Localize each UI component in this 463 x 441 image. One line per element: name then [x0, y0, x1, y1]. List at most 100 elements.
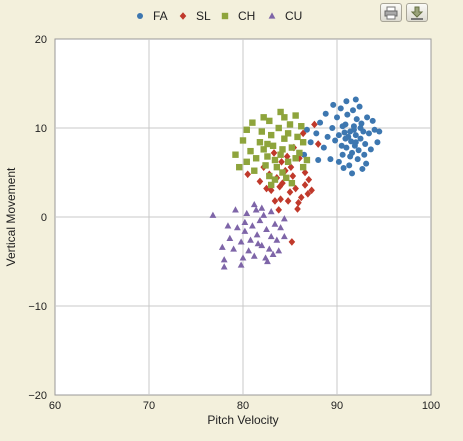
- point-cu: [243, 209, 251, 217]
- x-tick-label: 90: [331, 400, 343, 412]
- x-tick-label: 60: [49, 400, 61, 412]
- legend-marker-sl: [179, 12, 187, 20]
- point-fa: [347, 128, 354, 135]
- legend-label-ch: CH: [238, 9, 255, 23]
- point-fa: [335, 132, 342, 139]
- point-sl: [267, 186, 275, 195]
- point-fa: [324, 133, 331, 140]
- point-sl: [301, 168, 309, 177]
- y-tick-label: −20: [28, 390, 47, 402]
- x-tick-label: 70: [143, 400, 155, 412]
- point-ch: [264, 140, 271, 148]
- point-cu: [233, 224, 241, 231]
- point-ch: [260, 114, 267, 121]
- point-ch: [292, 155, 299, 162]
- y-tick-label: 20: [35, 34, 47, 46]
- point-cu: [271, 220, 279, 227]
- point-fa: [327, 156, 334, 163]
- point-fa: [348, 138, 355, 145]
- point-sl: [287, 163, 295, 171]
- point-sl: [286, 188, 294, 196]
- point-ch: [269, 142, 277, 149]
- point-fa: [307, 139, 314, 146]
- point-cu: [277, 224, 284, 231]
- point-cu: [241, 218, 249, 225]
- point-cu: [220, 263, 228, 270]
- point-cu: [239, 254, 247, 261]
- point-ch: [294, 133, 301, 141]
- point-cu: [260, 211, 268, 218]
- point-cu: [267, 232, 275, 240]
- point-sl: [244, 170, 251, 179]
- legend-marker-ch: [221, 12, 229, 20]
- point-sl: [292, 184, 299, 193]
- legend-item-fa[interactable]: FA: [137, 9, 168, 23]
- point-cu: [241, 227, 249, 234]
- point-fa: [342, 135, 349, 142]
- point-fa: [363, 160, 370, 167]
- point-ch: [243, 158, 250, 166]
- point-fa: [329, 125, 336, 131]
- legend-label-fa: FA: [153, 9, 168, 23]
- point-fa: [362, 141, 369, 148]
- point-fa: [313, 130, 320, 137]
- point-fa: [349, 107, 356, 114]
- point-cu: [209, 211, 217, 218]
- point-ch: [260, 146, 267, 153]
- point-fa: [322, 110, 329, 117]
- point-sl: [283, 152, 291, 161]
- point-ch: [275, 124, 282, 132]
- point-sl: [299, 129, 307, 138]
- point-ch: [249, 119, 256, 126]
- point-fa: [340, 165, 347, 172]
- point-sl: [311, 120, 318, 129]
- point-ch: [292, 112, 299, 119]
- export-button[interactable]: [406, 3, 428, 22]
- legend-label-sl: SL: [196, 9, 211, 23]
- point-ch: [268, 181, 275, 189]
- point-cu: [264, 257, 271, 265]
- point-fa: [343, 144, 350, 151]
- point-ch: [256, 139, 264, 146]
- point-fa: [344, 111, 351, 118]
- series-fa: [301, 96, 383, 177]
- point-fa: [317, 119, 324, 126]
- point-fa: [335, 158, 342, 165]
- point-fa: [357, 125, 364, 131]
- point-cu: [252, 206, 260, 213]
- legend[interactable]: FA SL CH CU: [137, 9, 302, 23]
- y-tick-label: 10: [35, 123, 47, 135]
- point-sl: [308, 186, 315, 195]
- point-cu: [275, 247, 283, 254]
- point-ch: [279, 169, 286, 176]
- point-sl: [275, 206, 283, 214]
- print-button[interactable]: [380, 3, 402, 22]
- legend-item-cu[interactable]: CU: [268, 9, 303, 23]
- point-ch: [284, 158, 292, 166]
- point-fa: [352, 139, 359, 146]
- point-sl: [256, 177, 264, 186]
- point-fa: [338, 142, 345, 149]
- point-cu: [254, 240, 262, 247]
- point-sl: [277, 195, 284, 203]
- y-tick-label: 0: [41, 212, 47, 224]
- y-tick-label: −10: [28, 301, 47, 313]
- point-fa: [341, 129, 348, 136]
- point-ch: [271, 156, 279, 164]
- point-fa: [376, 128, 383, 135]
- point-fa: [303, 126, 310, 133]
- x-tick-label: 100: [422, 400, 440, 412]
- point-sl: [297, 193, 305, 202]
- point-ch: [299, 163, 307, 171]
- legend-item-ch[interactable]: CH: [221, 9, 256, 23]
- legend-item-sl[interactable]: SL: [179, 9, 211, 23]
- point-cu: [273, 236, 281, 243]
- point-fa: [315, 157, 322, 164]
- point-cu: [245, 247, 253, 254]
- x-axis-label: Pitch Velocity: [207, 413, 278, 427]
- point-ch: [252, 155, 260, 162]
- point-sl: [279, 179, 286, 187]
- point-cu: [237, 261, 245, 268]
- point-sl: [314, 140, 322, 148]
- point-ch: [288, 144, 296, 151]
